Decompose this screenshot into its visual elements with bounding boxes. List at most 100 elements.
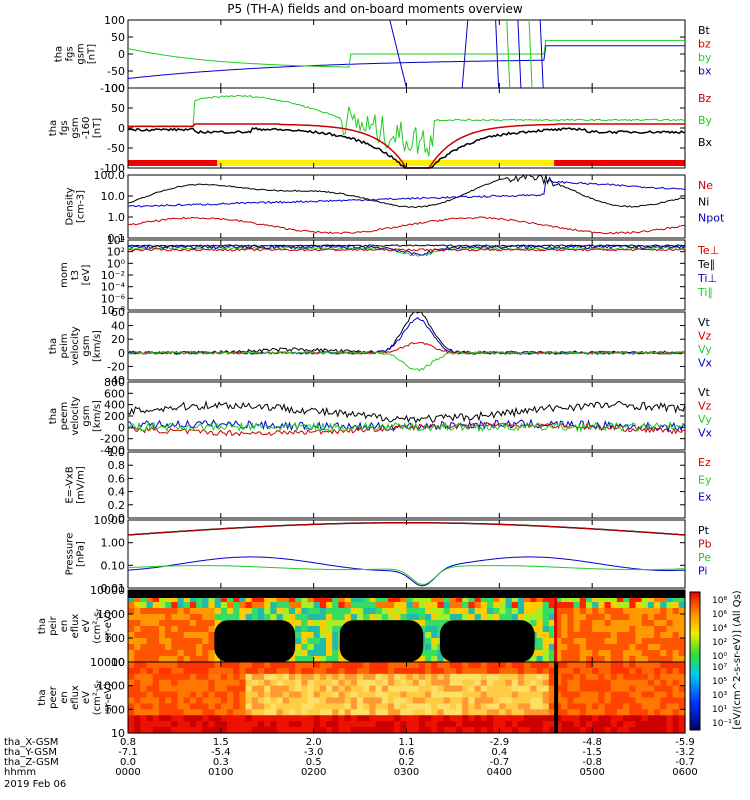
- y-axis-label: tha: [48, 408, 59, 424]
- spec-cell: [307, 727, 315, 734]
- spec-cell: [425, 596, 432, 603]
- spec-cell: [134, 596, 141, 603]
- footer-value: -3.0: [304, 747, 324, 758]
- spec-cell: [183, 656, 191, 663]
- spec-cell: [338, 667, 346, 675]
- y-axis-label: sr-eV): [103, 611, 114, 640]
- spec-cell: [326, 620, 333, 627]
- spec-cell: [313, 679, 321, 687]
- spec-cell: [672, 721, 680, 728]
- spec-cell: [369, 667, 377, 675]
- spec-cell: [177, 721, 185, 728]
- spec-cell: [654, 620, 661, 627]
- spec-cell: [437, 679, 445, 687]
- spec-cell: [555, 662, 562, 669]
- spec-cell: [313, 596, 321, 603]
- spec-cell: [158, 650, 166, 657]
- spec-cell: [654, 608, 661, 615]
- spec-cell: [598, 650, 606, 657]
- spec-cell: [319, 638, 327, 645]
- spec-cell: [202, 626, 210, 633]
- spec-cell: [270, 614, 278, 621]
- spec-cell: [227, 608, 234, 615]
- spec-cell: [647, 632, 655, 639]
- spec-cell: [499, 667, 507, 675]
- spec-cell: [301, 673, 309, 681]
- spec-cell: [511, 715, 519, 722]
- spec-cell: [598, 679, 606, 687]
- spec-cell: [307, 638, 315, 645]
- spec-cell: [288, 602, 296, 609]
- spec-cell: [486, 679, 494, 687]
- spec-cell: [660, 596, 668, 603]
- series-bx: [127, 45, 685, 79]
- spec-cell: [412, 596, 420, 603]
- spec-cell: [288, 697, 296, 705]
- spec-cell: [146, 608, 154, 615]
- spec-cell: [579, 673, 587, 681]
- spec-cell: [524, 602, 531, 609]
- y-axis-label: [km/s]: [92, 400, 103, 432]
- spec-cell: [493, 709, 500, 716]
- spec-cell: [313, 662, 321, 669]
- spec-cell: [555, 703, 562, 710]
- spec-cell: [313, 667, 321, 675]
- spec-cell: [548, 656, 556, 663]
- spec-cell: [177, 679, 185, 687]
- spec-cell: [443, 662, 451, 669]
- spec-cell: [592, 727, 599, 734]
- spec-cell: [536, 608, 544, 615]
- spec-cell: [233, 608, 240, 615]
- spec-cell: [573, 644, 581, 651]
- spec-cell: [542, 644, 550, 651]
- legend-entry: Vy: [698, 343, 712, 356]
- spec-cell: [301, 602, 309, 609]
- spec-cell: [666, 727, 674, 734]
- spec-cell: [220, 673, 228, 681]
- spec-cell: [313, 656, 321, 663]
- spec-cell: [536, 721, 544, 728]
- y-axis-label: tha: [37, 618, 48, 634]
- spec-cell: [356, 703, 364, 710]
- spec-cell: [233, 667, 240, 675]
- spec-cell: [425, 691, 432, 699]
- spec-cell: [220, 602, 228, 609]
- spec-cell: [295, 673, 302, 681]
- spec-cell: [220, 596, 228, 603]
- spec-cell: [375, 715, 383, 722]
- spec-cell: [220, 679, 228, 687]
- spec-cell: [319, 626, 327, 633]
- spec-cell: [493, 673, 500, 681]
- legend-entry: Vz: [698, 330, 712, 343]
- spec-cell: [288, 608, 296, 615]
- spec-cell: [505, 721, 513, 728]
- spec-cell: [623, 638, 630, 645]
- spec-cell: [251, 685, 259, 693]
- spec-cell: [654, 602, 661, 609]
- spec-cell: [468, 673, 476, 681]
- y-axis-label: en: [59, 620, 70, 633]
- spec-cell: [678, 715, 686, 722]
- spec-cell: [375, 709, 383, 716]
- spec-cell: [635, 715, 643, 722]
- spec-cell: [672, 650, 680, 657]
- spec-cell: [641, 620, 649, 627]
- spec-cell: [418, 620, 426, 627]
- spec-cell: [233, 697, 240, 705]
- spec-cell: [499, 697, 507, 705]
- series-spike: [517, 19, 522, 89]
- spec-cell: [536, 602, 544, 609]
- spec-cell: [511, 614, 519, 621]
- spec-cell: [592, 644, 599, 651]
- spec-cell: [431, 614, 439, 621]
- spec-cell: [214, 662, 222, 669]
- spec-cell: [301, 644, 309, 651]
- spec-cell: [486, 715, 494, 722]
- spec-cell: [474, 662, 482, 669]
- spec-cell: [635, 673, 643, 681]
- spec-cell: [585, 703, 593, 710]
- series-Vz: [127, 421, 686, 437]
- spec-cell: [158, 667, 166, 675]
- spec-cell: [412, 691, 420, 699]
- spec-cell: [128, 662, 135, 669]
